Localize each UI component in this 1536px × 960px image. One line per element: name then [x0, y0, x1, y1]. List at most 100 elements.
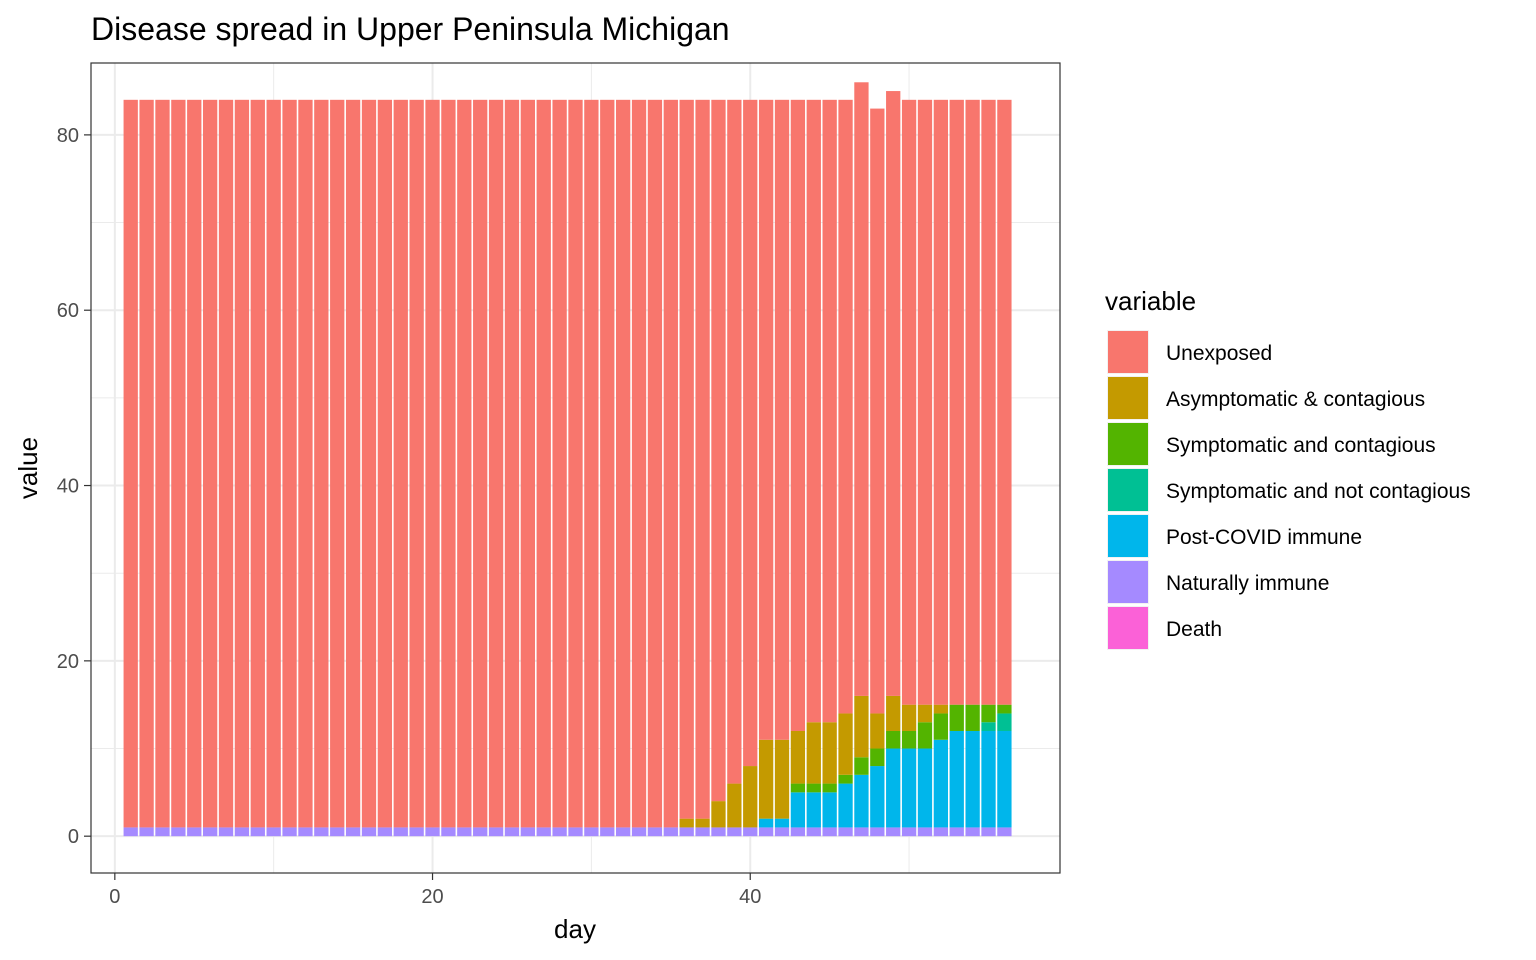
- bar-segment: [870, 748, 885, 767]
- bars: [123, 82, 1012, 837]
- bar-segment: [901, 827, 917, 837]
- bar-segment: [409, 827, 424, 837]
- bar-segment: [711, 801, 726, 828]
- bar-segment: [790, 730, 806, 784]
- bar-segment: [568, 99, 583, 828]
- bar-segment: [822, 827, 837, 837]
- bar-segment: [520, 99, 535, 828]
- bar-segment: [901, 99, 917, 705]
- legend-label: Symptomatic and not contagious: [1166, 480, 1471, 503]
- bar-segment: [886, 695, 901, 731]
- bar-segment: [393, 99, 408, 828]
- bar-segment: [933, 713, 949, 740]
- bar-segment: [854, 82, 869, 696]
- bar-segment: [504, 99, 520, 828]
- bar-segment: [171, 99, 186, 828]
- bar-segment: [695, 99, 710, 819]
- bar-segment: [616, 99, 631, 828]
- bar-segment: [584, 99, 599, 828]
- bar-segment: [854, 695, 869, 758]
- bar-segment: [774, 827, 790, 837]
- bar-segment: [870, 827, 885, 837]
- bar-segment: [202, 827, 218, 837]
- bar-segment: [917, 748, 933, 828]
- x-tick-label: 0: [109, 886, 120, 908]
- bar-segment: [663, 99, 678, 828]
- bar-segment: [330, 827, 345, 837]
- bar-segment: [838, 827, 853, 837]
- bar-segment: [949, 704, 964, 731]
- bar-segment: [695, 827, 710, 837]
- bar-segment: [822, 792, 837, 828]
- legend: variable Unexposed Asymptomatic & contagi…: [1105, 286, 1471, 650]
- bar-segment: [981, 99, 996, 705]
- legend-title: variable: [1105, 286, 1196, 316]
- bar-segment: [171, 827, 186, 837]
- bar-segment: [266, 99, 281, 828]
- bar-segment: [457, 827, 472, 837]
- bar-segment: [679, 99, 694, 819]
- bar-segment: [981, 827, 996, 837]
- bar-segment: [758, 99, 774, 740]
- bar-segment: [806, 827, 821, 837]
- bar-segment: [838, 783, 853, 828]
- bar-segment: [870, 713, 885, 749]
- bar-segment: [218, 99, 234, 828]
- bar-segment: [187, 827, 202, 837]
- bar-segment: [997, 827, 1012, 837]
- bar-segment: [822, 722, 837, 784]
- bar-segment: [949, 827, 964, 837]
- bar-segment: [234, 99, 250, 828]
- bar-segment: [854, 757, 869, 775]
- bar-segment: [838, 99, 853, 714]
- bar-segment: [870, 108, 885, 714]
- legend-label: Asymptomatic & contagious: [1166, 388, 1425, 411]
- bar-segment: [647, 827, 663, 837]
- bar-segment: [250, 827, 265, 837]
- legend-items: Unexposed Asymptomatic & contagious Sympto…: [1107, 330, 1471, 650]
- bar-segment: [727, 827, 742, 837]
- bar-segment: [965, 827, 980, 837]
- bar-segment: [616, 827, 631, 837]
- legend-swatch: [1108, 515, 1148, 557]
- bar-segment: [139, 99, 154, 828]
- legend-swatch: [1108, 331, 1148, 373]
- bar-segment: [917, 827, 933, 837]
- y-tick-label: 40: [57, 476, 79, 498]
- bar-segment: [806, 783, 821, 793]
- bar-segment: [774, 99, 790, 740]
- bar-segment: [345, 827, 361, 837]
- bar-segment: [584, 827, 599, 837]
- bar-segment: [886, 748, 901, 828]
- bar-segment: [743, 766, 758, 828]
- bar-segment: [917, 722, 933, 749]
- bar-segment: [425, 99, 440, 828]
- bar-segment: [917, 704, 933, 723]
- bar-segment: [806, 99, 821, 723]
- legend-label: Post-COVID immune: [1166, 526, 1362, 549]
- y-axis: 0 20 40 60 80: [57, 125, 91, 848]
- bar-segment: [409, 99, 424, 828]
- bar-segment: [155, 827, 170, 837]
- bar-segment: [758, 739, 774, 819]
- bar-segment: [743, 99, 758, 767]
- bar-segment: [917, 99, 933, 705]
- bar-segment: [425, 827, 440, 837]
- bar-segment: [965, 99, 980, 705]
- bar-segment: [187, 99, 202, 828]
- bar-segment: [790, 783, 806, 793]
- bar-segment: [647, 99, 663, 828]
- bar-segment: [393, 827, 408, 837]
- bar-segment: [743, 827, 758, 837]
- bar-segment: [536, 99, 551, 828]
- bar-segment: [202, 99, 218, 828]
- bar-segment: [758, 818, 774, 828]
- bar-segment: [901, 730, 917, 749]
- bar-segment: [568, 827, 583, 837]
- bar-segment: [901, 704, 917, 731]
- bar-segment: [854, 774, 869, 828]
- y-axis-label: value: [13, 437, 43, 499]
- legend-swatch: [1108, 607, 1148, 649]
- bar-segment: [488, 99, 504, 828]
- bar-segment: [870, 766, 885, 828]
